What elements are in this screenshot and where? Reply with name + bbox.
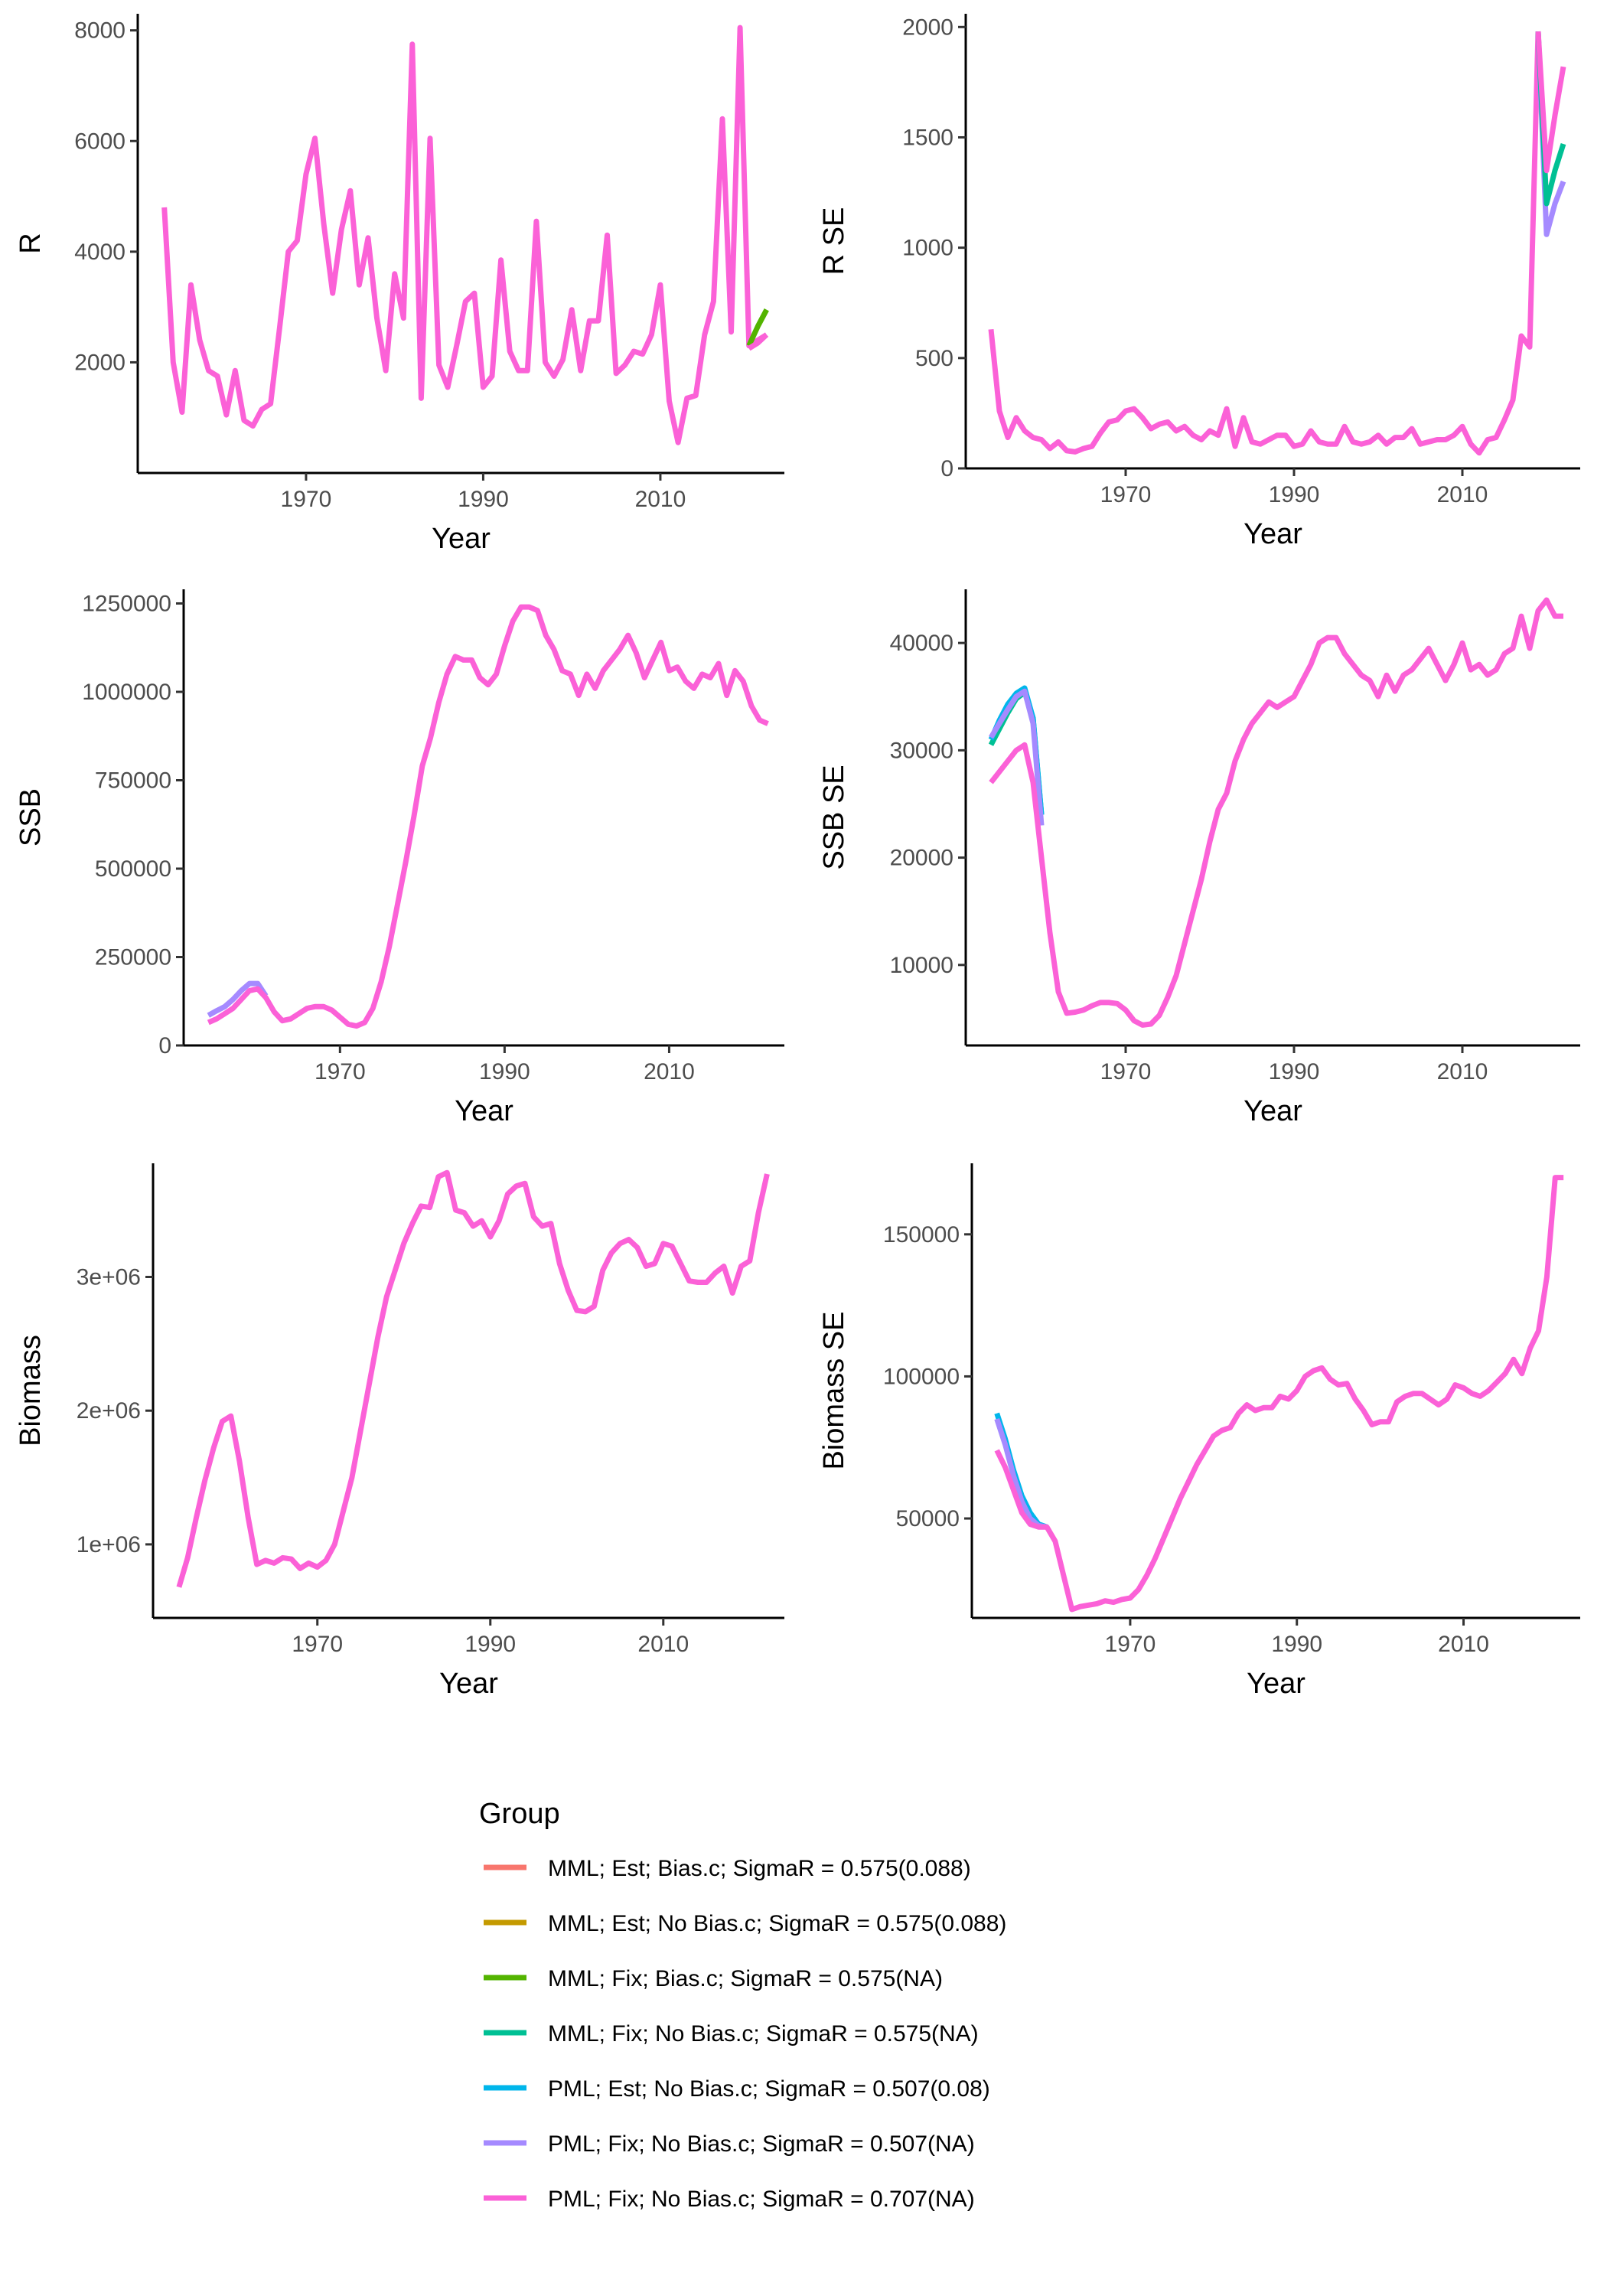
- panel-1: 2000 4000 6000 8000 1970 1990 2010 Year R: [15, 14, 784, 555]
- y-tick-label: 1000000: [82, 680, 171, 705]
- panel-6: 50000 100000 150000 1970 1990 2010 Year Biomass…: [818, 1163, 1580, 1700]
- x-tick-label: 2010: [637, 1632, 689, 1657]
- y-tick-label: 10000: [890, 953, 953, 978]
- legend: Group MML; Est; Bias.c; SigmaR = 0.575(0…: [479, 1798, 1006, 2212]
- x-tick-label: 1970: [292, 1632, 343, 1657]
- y-tick-label: 500: [915, 346, 953, 371]
- x-tick-label: 2010: [1437, 482, 1488, 507]
- y-tick-label: 3e+06: [77, 1265, 141, 1290]
- legend-title: Group: [479, 1798, 560, 1830]
- y-tick-label: 0: [940, 456, 953, 481]
- y-tick-label: 1e+06: [77, 1532, 141, 1557]
- x-axis-label: Year: [439, 1668, 498, 1700]
- x-tick-label: 2010: [1437, 1059, 1488, 1084]
- x-tick-label: 1970: [281, 487, 332, 512]
- y-axis-label: Biomass: [15, 1335, 47, 1446]
- legend-label: PML; Fix; No Bias.c; SigmaR = 0.507(NA): [548, 2131, 975, 2157]
- series-line-3: [994, 1175, 1564, 1613]
- series-line-2: [207, 604, 769, 1029]
- x-axis-label: Year: [432, 523, 491, 555]
- legend-label: MML; Est; No Bias.c; SigmaR = 0.575(0.08…: [548, 1911, 1006, 1936]
- x-tick-label: 1990: [1269, 1059, 1320, 1084]
- y-axis-label: Biomass SE: [818, 1312, 850, 1470]
- x-axis-label: Year: [1244, 518, 1302, 550]
- y-tick-label: 40000: [890, 631, 953, 656]
- series-line-1: [988, 31, 1541, 456]
- legend-label: PML; Est; No Bias.c; SigmaR = 0.507(0.08…: [548, 2076, 990, 2102]
- panel-4: 10000 20000 30000 40000 1970 1990 2010 Year SSB …: [818, 589, 1580, 1127]
- series-line-2: [746, 308, 769, 347]
- x-tick-label: 1970: [1105, 1632, 1156, 1657]
- x-tick-label: 1990: [464, 1632, 516, 1657]
- y-tick-label: 150000: [883, 1222, 960, 1247]
- y-tick-label: 4000: [74, 240, 125, 265]
- series-line-3: [747, 332, 769, 351]
- y-tick-label: 250000: [95, 944, 171, 970]
- series-line-4: [989, 597, 1563, 1028]
- y-tick-label: 0: [158, 1033, 171, 1058]
- x-tick-label: 2010: [644, 1059, 695, 1084]
- series-line-3: [989, 688, 1045, 826]
- y-tick-label: 50000: [896, 1506, 960, 1531]
- x-tick-label: 1990: [458, 487, 509, 512]
- y-tick-label: 20000: [890, 846, 953, 871]
- legend-label: MML; Est; Bias.c; SigmaR = 0.575(0.088): [548, 1856, 971, 1881]
- panel-3: 0 250000 500000 750000 1000000 1250000 1970 199…: [15, 589, 784, 1127]
- y-tick-label: 500000: [95, 856, 171, 882]
- y-axis-label: R: [15, 233, 47, 253]
- x-tick-label: 1990: [479, 1059, 530, 1084]
- y-tick-label: 2000: [74, 350, 125, 375]
- y-tick-label: 2000: [902, 15, 953, 40]
- x-tick-label: 1990: [1271, 1632, 1322, 1657]
- series-line-4: [1535, 31, 1566, 174]
- legend-label: PML; Fix; No Bias.c; SigmaR = 0.707(NA): [548, 2187, 975, 2212]
- x-tick-label: 1990: [1269, 482, 1320, 507]
- y-tick-label: 1000: [902, 236, 953, 261]
- panel-5: 1e+06 2e+06 3e+06 1970 1990 2010 Year Biomass: [15, 1163, 784, 1700]
- y-tick-label: 750000: [95, 768, 171, 793]
- x-tick-label: 2010: [635, 487, 686, 512]
- x-axis-label: Year: [1247, 1668, 1305, 1700]
- x-tick-label: 1970: [1100, 482, 1152, 507]
- y-tick-label: 1250000: [82, 591, 171, 616]
- y-axis-label: R SE: [818, 207, 850, 276]
- x-axis-label: Year: [455, 1095, 513, 1127]
- panel-2: 0 500 1000 1500 2000 1970 1990 2010 Year R SE: [818, 14, 1580, 550]
- y-tick-label: 30000: [890, 738, 953, 763]
- x-tick-label: 1970: [1100, 1059, 1152, 1084]
- y-tick-label: 8000: [74, 18, 125, 44]
- y-tick-label: 1500: [902, 125, 953, 150]
- x-tick-label: 1970: [315, 1059, 366, 1084]
- y-axis-label: SSB: [15, 788, 47, 846]
- x-axis-label: Year: [1244, 1095, 1302, 1127]
- x-tick-label: 2010: [1438, 1632, 1489, 1657]
- series-line-1: [176, 1169, 770, 1588]
- series-line-1: [207, 980, 269, 1018]
- y-tick-label: 2e+06: [77, 1398, 141, 1424]
- legend-label: MML; Fix; No Bias.c; SigmaR = 0.575(NA): [548, 2021, 979, 2047]
- y-tick-label: 100000: [883, 1364, 960, 1389]
- legend-label: MML; Fix; Bias.c; SigmaR = 0.575(NA): [548, 1966, 943, 1991]
- y-tick-label: 6000: [74, 129, 125, 154]
- y-axis-label: SSB SE: [818, 765, 850, 869]
- series-line-1: [161, 24, 768, 445]
